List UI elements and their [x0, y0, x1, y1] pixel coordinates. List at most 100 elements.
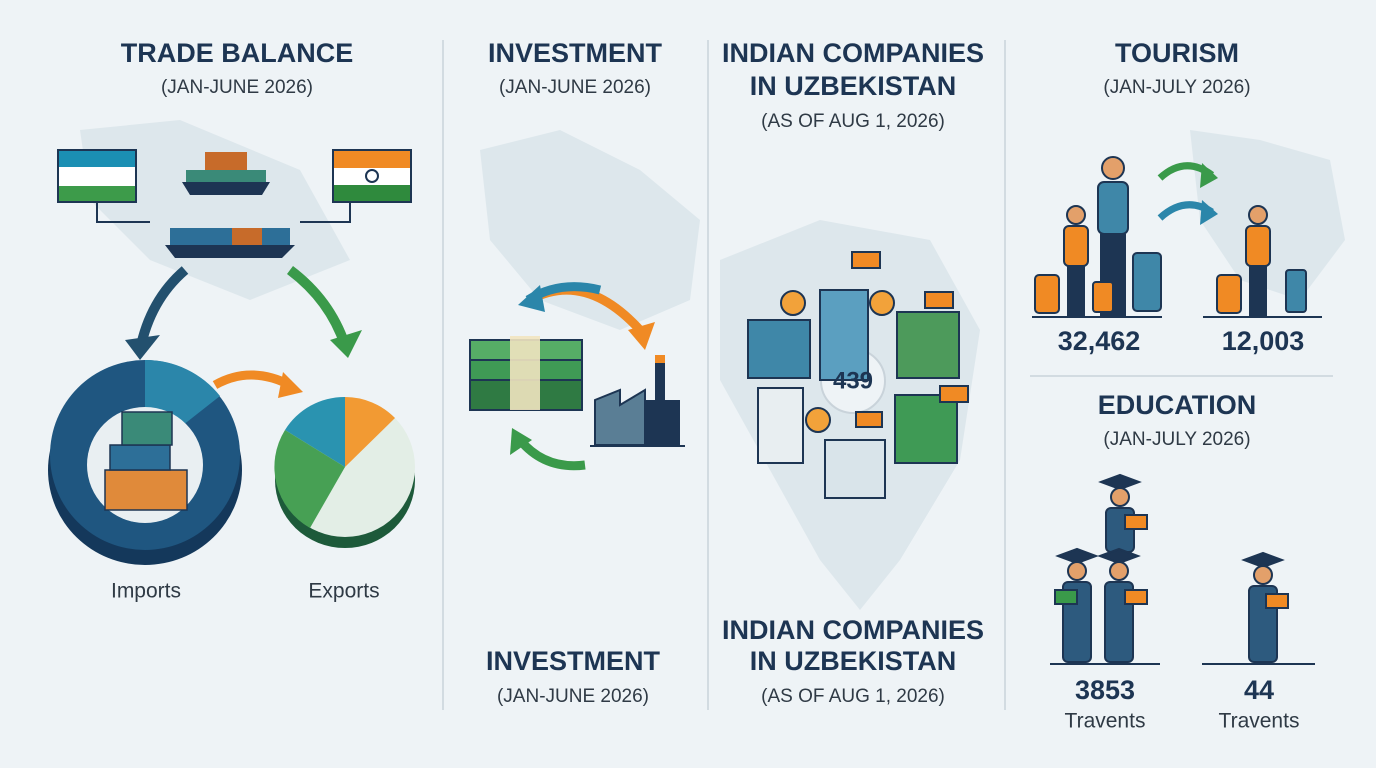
trade-illustration-shape	[182, 182, 270, 195]
trade-illustration-shape	[274, 430, 345, 528]
trade-illustration-shape	[125, 335, 160, 360]
companies-illustration-shape	[824, 439, 886, 499]
trade-illustration-shape	[96, 202, 351, 223]
investment-illustration-shape	[645, 400, 680, 445]
section-subtitle: (JAN-JULY 2026)	[1103, 429, 1250, 450]
trade-illustration-shape	[330, 330, 362, 358]
tourism-illustration-shape	[1097, 181, 1129, 235]
investment-illustration	[469, 282, 685, 471]
trade-illustration-shape	[104, 469, 188, 511]
companies-illustration-shape	[894, 394, 958, 464]
trade-illustration-shape	[59, 151, 135, 167]
tourism-illustration-shape	[1034, 274, 1060, 314]
trade-illustration-shape	[170, 228, 290, 245]
companies-illustration-shape	[780, 290, 806, 316]
tourist-figure: 12,003	[1222, 326, 1305, 356]
company-count: 439	[833, 367, 873, 394]
education-illustration-shape	[1241, 551, 1285, 569]
section-title: INDIAN COMPANIES	[722, 38, 984, 68]
tourism-illustration-shape	[1248, 205, 1268, 225]
tourism-illustration	[1032, 156, 1322, 318]
tourism-illustration-shape	[1285, 269, 1307, 313]
trade-illustration-shape	[232, 228, 262, 245]
trade-illustration-shape	[334, 151, 410, 168]
section-title: INDIAN COMPANIES	[722, 615, 984, 645]
companies-illustration-shape	[855, 411, 883, 428]
section-subtitle: (JAN-JUNE 2026)	[161, 77, 313, 98]
section-title: TOURISM	[1115, 38, 1239, 68]
tourism-illustration-shape	[1200, 163, 1218, 188]
trade-illustration-shape	[186, 170, 266, 182]
trade-illustration-shape	[345, 397, 395, 467]
tourism-illustration-shape	[1132, 252, 1162, 312]
companies-illustration-shape	[805, 407, 831, 433]
trade-illustration-shape	[334, 185, 410, 201]
investment-illustration-shape	[628, 322, 655, 350]
education-illustration-shape	[1098, 473, 1142, 491]
chart-label: Imports	[111, 580, 181, 603]
section-subtitle: (JAN-JUNE 2026)	[497, 686, 649, 707]
trade-illustration-shape	[109, 444, 171, 471]
student-label: Travents	[1065, 710, 1146, 733]
companies-illustration-shape	[939, 385, 969, 403]
student-label: Travents	[1219, 710, 1300, 733]
trade-illustration-shape	[205, 152, 247, 170]
education-illustration-shape	[1110, 487, 1130, 507]
student-figure: 3853	[1075, 675, 1135, 705]
section-subtitle: (AS OF AUG 1, 2026)	[761, 111, 945, 132]
trade-illustration-shape	[278, 372, 303, 398]
trade-illustration-shape	[365, 169, 379, 183]
companies-illustration-shape	[851, 251, 881, 269]
tourism-illustration-shape	[1101, 156, 1125, 180]
section-title: INVESTMENT	[488, 38, 663, 68]
chart-label: Exports	[308, 580, 379, 603]
tourism-illustration-shape	[1066, 205, 1086, 225]
education-illustration-shape	[1124, 514, 1148, 530]
investment-illustration-shape	[655, 355, 665, 363]
companies-illustration-shape	[819, 289, 869, 381]
tourism-illustration-shape	[1067, 266, 1085, 316]
section-title: IN UZBEKISTAN	[750, 646, 957, 676]
trade-illustration-shape	[121, 411, 173, 446]
tourism-illustration-shape	[1216, 274, 1242, 314]
education-illustration	[1050, 473, 1315, 665]
education-illustration-shape	[1054, 589, 1078, 605]
education-illustration-shape	[1109, 561, 1129, 581]
education-illustration-shape	[1124, 589, 1148, 605]
investment-illustration-shape	[510, 428, 532, 455]
education-illustration-shape	[1055, 547, 1099, 565]
tourism-illustration-shape	[1200, 200, 1218, 225]
trade-illustration-shape	[286, 266, 350, 347]
section-title: TRADE BALANCE	[121, 38, 354, 68]
trade-illustration-shape	[285, 396, 345, 467]
tourism-illustration-shape	[1245, 225, 1271, 267]
companies-illustration-shape	[924, 291, 954, 309]
section-title: EDUCATION	[1098, 390, 1257, 420]
companies-illustration-shape	[747, 319, 811, 379]
dividers	[442, 40, 1333, 710]
investment-illustration-shape	[510, 336, 540, 410]
companies-illustration-shape	[869, 290, 895, 316]
education-illustration-shape	[1097, 547, 1141, 565]
tourism-illustration-shape	[1063, 225, 1089, 267]
education-illustration-shape	[1265, 593, 1289, 609]
section-subtitle: (JAN-JUNE 2026)	[499, 77, 651, 98]
section-subtitle: (AS OF AUG 1, 2026)	[761, 686, 945, 707]
section-title: INVESTMENT	[486, 646, 661, 676]
education-illustration-shape	[1067, 561, 1087, 581]
tourism-illustration-shape	[1092, 281, 1114, 313]
section-subtitle: (JAN-JULY 2026)	[1103, 77, 1250, 98]
section-title: IN UZBEKISTAN	[750, 71, 957, 101]
trade-illustration	[48, 149, 415, 565]
investment-illustration-shape	[594, 388, 646, 446]
education-illustration-shape	[1253, 565, 1273, 585]
trade-illustration-shape	[165, 245, 295, 258]
investment-illustration-shape	[518, 285, 545, 312]
investment-illustration-shape	[516, 437, 586, 471]
investment-illustration-shape	[655, 355, 665, 400]
tourist-figure: 32,462	[1058, 326, 1141, 356]
companies-illustration	[747, 251, 969, 499]
tourism-illustration-shape	[1249, 266, 1267, 316]
companies-illustration-shape	[757, 387, 804, 464]
